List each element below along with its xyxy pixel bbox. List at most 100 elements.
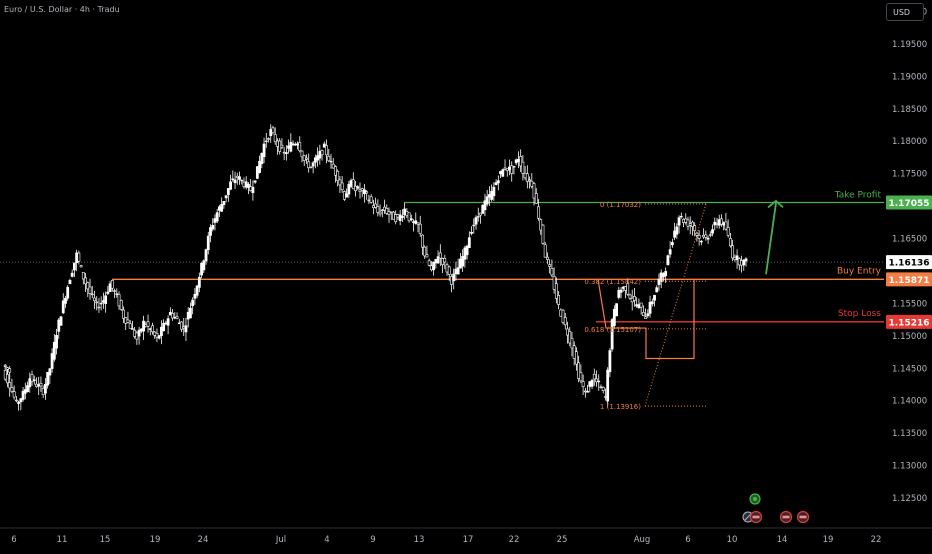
bear-candle [151,322,154,335]
candle-body [472,224,476,227]
stop-loss-price-badge-bg [886,314,932,329]
bull-candle [699,240,703,246]
candle-body [50,353,54,369]
candle-body [724,221,728,230]
bull-candle [432,261,436,276]
bear-candle [724,212,728,231]
candle-body [61,300,65,314]
candle-body [514,159,518,164]
bull-candle [222,200,226,209]
bull-candle [675,223,679,239]
bear-candle [543,241,547,258]
candle-body [280,144,284,148]
bull-candle [231,170,235,182]
candle-body [405,211,409,216]
candle-body [454,268,458,274]
event-dot-core [753,497,757,501]
bull-candle [499,170,502,178]
bear-candle [421,234,424,256]
candle-body [26,385,29,392]
candle-body [592,373,596,380]
bear-candle [307,153,311,173]
candle-body [534,193,538,204]
us-flag-icon[interactable] [749,510,763,524]
time-axis[interactable]: 6 11 15 19 24 Jul 4 9 13 17 22 25 Aug 6 10 14 19 22 [0,527,932,545]
candle-body [554,283,558,299]
bull-candle [220,197,224,212]
bear-candle [626,278,630,296]
bear-candle [90,285,94,299]
economic-events[interactable] [742,493,810,524]
candle-body [220,204,224,212]
bull-candle [75,249,79,272]
candle-body [331,163,335,169]
bull-candle [21,386,25,402]
bear-candle [728,232,732,248]
time-tick-label: 9 [370,535,375,545]
bull-candle [189,302,192,319]
candle-body [416,222,420,225]
candle-body [166,318,170,326]
bull-candle [345,188,349,198]
bear-candle [521,155,525,181]
candle-body [485,196,489,205]
take-profit-price-badge: 1.17055 [886,195,932,210]
fib-retracement[interactable]: 0 (1.17032) 0.382 (1.15842) 0.618 (1.15107… [584,201,707,411]
bull-candle [434,259,438,269]
bear-candle [532,182,536,206]
time-tick-label: Jul [275,535,286,545]
bull-candle [363,183,366,203]
bull-candle [735,249,739,269]
us-flag-icon[interactable] [796,510,810,524]
candle-body [30,374,34,382]
candle-body [447,266,451,275]
candle-body [630,297,634,303]
candle-body [543,244,547,258]
candle-body [612,308,616,326]
bear-candle [715,218,719,229]
candle-body [575,351,578,365]
candle-body [99,302,103,305]
event-dot-icon[interactable] [749,493,761,505]
bull-candle [238,171,241,185]
price-axis[interactable]: 1.200001.195001.190001.185001.180001.175… [884,0,932,550]
us-flag-icon[interactable] [779,510,793,524]
candle-body [276,140,279,147]
candle-body [262,143,266,158]
bull-candle [269,124,273,143]
candle-body [423,246,427,257]
candle-body [338,179,342,186]
candle-body [510,165,514,174]
candle-body [104,295,108,304]
candle-body [561,309,565,323]
buy-entry-price-badge: 1.15871 [886,272,932,287]
currency-button[interactable]: USD [886,3,924,21]
candle-body [115,293,119,295]
candle-body [438,252,442,259]
bull-candle [191,297,195,315]
projection-arrow[interactable] [765,199,784,275]
candle-body [316,155,320,161]
candle-body [193,293,197,299]
candle-body [258,160,261,173]
bear-candle [628,293,632,300]
bull-candle [17,400,21,411]
fib-level-618-label: 0.618 (1.15107) [584,326,641,334]
bear-candle [572,341,576,366]
bear-candle [599,384,603,389]
candle-body [19,398,23,403]
candle-body [508,166,511,171]
target-arrow-head [767,199,784,209]
candle-body [360,188,364,191]
candle-body [122,309,125,319]
bull-candle [173,312,177,320]
bull-candle [668,241,672,258]
bear-candle [592,368,596,386]
candle-body [135,332,139,340]
bull-candle [463,245,467,268]
candle-body [320,150,324,156]
candle-body [459,258,462,269]
bull-candle [52,334,56,362]
